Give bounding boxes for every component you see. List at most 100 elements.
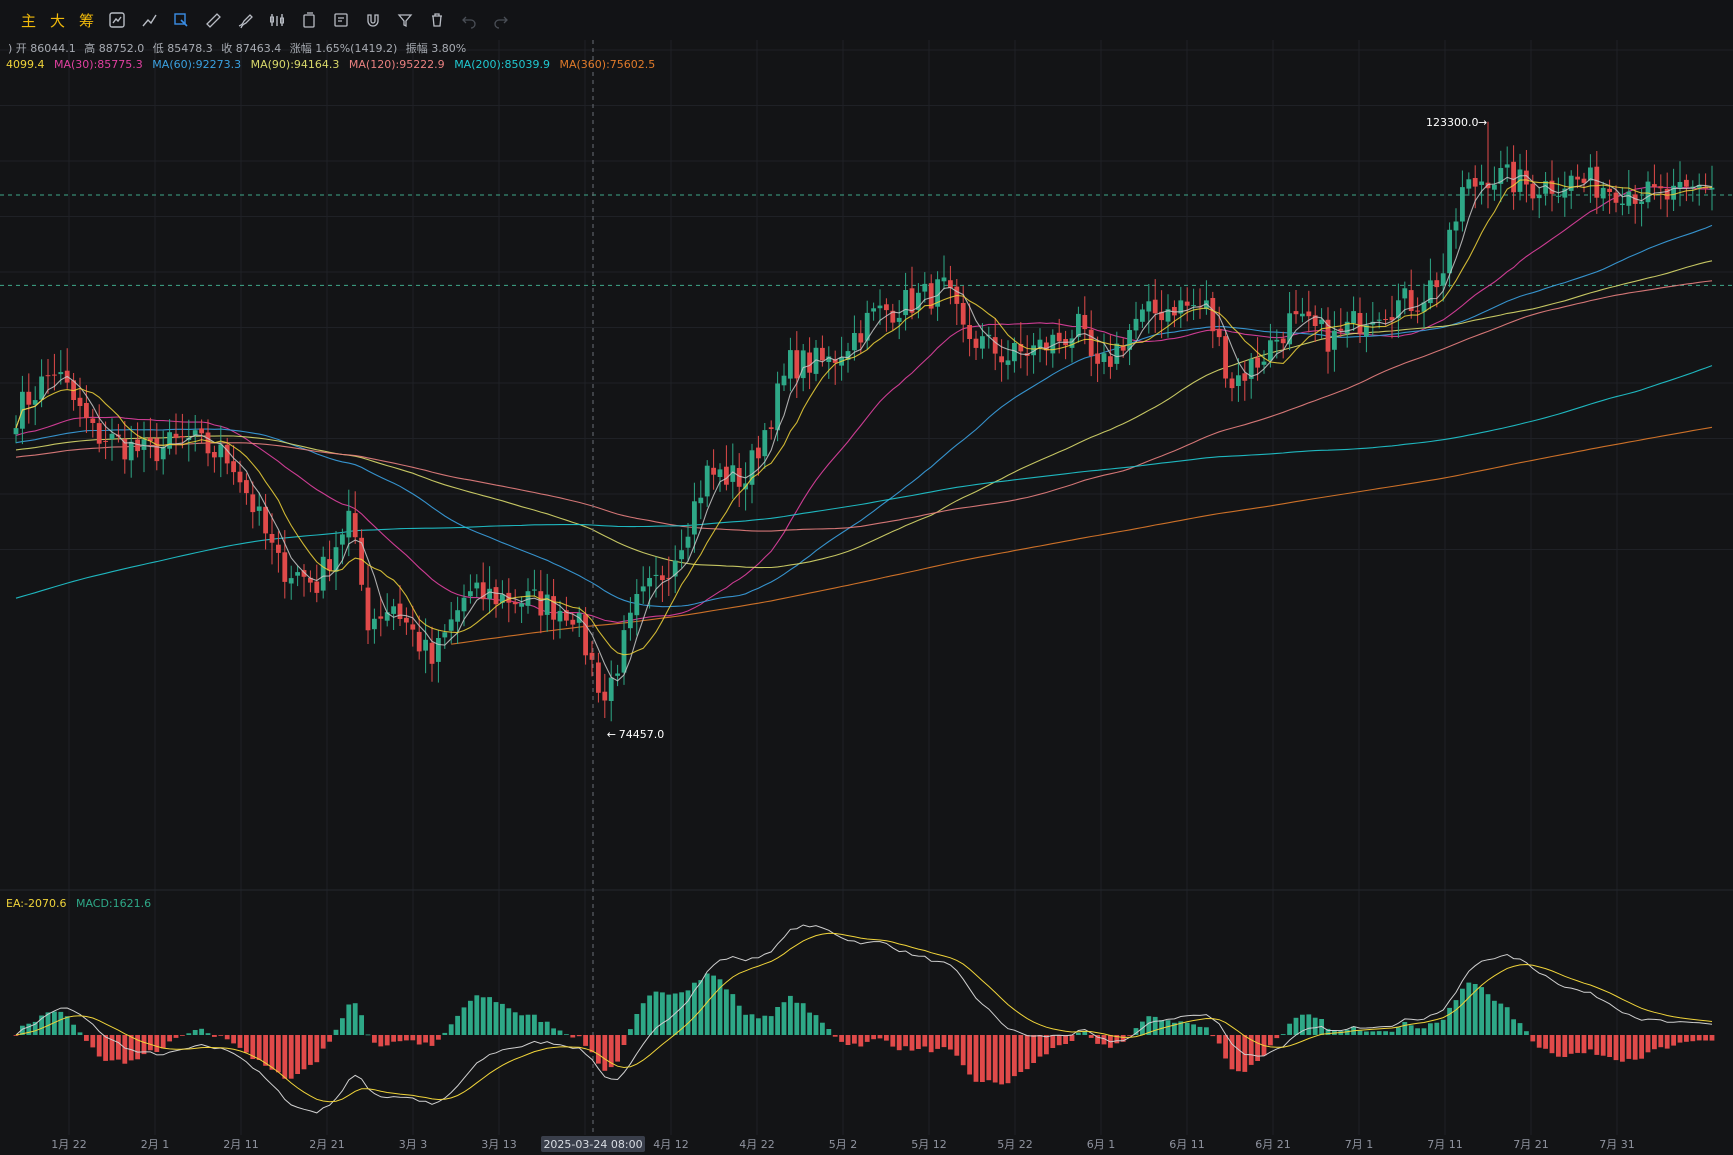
macd-bar (1511, 1019, 1516, 1035)
note-icon[interactable] (332, 11, 350, 29)
macd-bar (743, 1014, 748, 1035)
macd-bar (455, 1015, 460, 1035)
candle-body (1613, 192, 1619, 203)
macd-bar (1447, 1007, 1452, 1035)
macd-bar (724, 989, 729, 1035)
macd-bar (922, 1035, 928, 1047)
candle-body (1184, 301, 1190, 306)
candle-body (788, 350, 793, 379)
candle-body (634, 594, 640, 616)
macd-bar (32, 1021, 38, 1035)
candle-body (148, 437, 153, 442)
macd-bar (1396, 1027, 1401, 1035)
candle-body (1428, 280, 1433, 304)
candle-body (512, 602, 518, 605)
macd-bar (1434, 1022, 1440, 1035)
candle-body (1485, 182, 1491, 189)
candle-body (1588, 167, 1593, 181)
chip-distribution-tab[interactable]: 筹 (79, 11, 95, 30)
ma-line-5 (15, 175, 1713, 682)
macd-bar (557, 1030, 563, 1035)
candle-body (327, 559, 332, 571)
redo-icon[interactable] (492, 11, 510, 29)
macd-bar (218, 1035, 224, 1036)
candle-body (1338, 328, 1344, 331)
candle-body (704, 465, 710, 497)
macd-bar (45, 1012, 51, 1035)
brush-icon[interactable] (236, 11, 254, 29)
copy-icon[interactable] (300, 11, 318, 29)
candle-body (1152, 299, 1158, 314)
crosshair-date-label: 2025-03-24 08:00 (543, 1138, 642, 1151)
macd-bar (1242, 1035, 1248, 1072)
candle-body (180, 436, 185, 438)
candle-body (58, 372, 64, 375)
macd-bar (1159, 1020, 1164, 1035)
trash-icon[interactable] (428, 11, 446, 29)
candle-body (1280, 338, 1286, 344)
macd-bar (1268, 1035, 1273, 1046)
candle-body (199, 428, 204, 434)
candle-body (288, 578, 294, 584)
macd-bar (1178, 1021, 1184, 1035)
candle-body (1172, 307, 1177, 316)
candle-body (660, 575, 665, 581)
macd-bar (704, 973, 710, 1035)
crosshair-icon[interactable] (172, 11, 190, 29)
macd-bar (884, 1035, 889, 1041)
candle-body (1268, 340, 1273, 361)
macd-bar (570, 1035, 576, 1038)
macd-bar (276, 1035, 281, 1073)
macd-bar (173, 1035, 179, 1038)
candle-body (1159, 311, 1164, 321)
open-value: ) 开 86044.1 (8, 42, 76, 55)
candle-body (1421, 302, 1427, 312)
candle-body (1082, 315, 1088, 330)
indicator-icon[interactable] (108, 11, 126, 29)
macd-bar (71, 1024, 76, 1035)
candle-body (1376, 319, 1382, 321)
ma-line-200 (15, 365, 1713, 599)
undo-icon[interactable] (460, 11, 478, 29)
ohlc-readout: ) 开 86044.1 高 88752.0 低 85478.3 收 87463.… (8, 40, 471, 56)
candle-body (615, 673, 620, 676)
ruler-icon[interactable] (204, 11, 222, 29)
candle-body (884, 304, 889, 311)
macd-bar (224, 1035, 230, 1040)
macd-bar (839, 1035, 844, 1042)
large-order-tab[interactable]: 大 (50, 11, 66, 30)
candle-body (1504, 164, 1510, 168)
macd-bar (160, 1035, 166, 1049)
macd-bar (1370, 1031, 1376, 1035)
draw-icon[interactable] (140, 11, 158, 29)
macd-bar (352, 1003, 358, 1035)
macd-bar (602, 1035, 608, 1071)
main-indicator-tab[interactable]: 主 (21, 11, 37, 30)
candle-body (666, 577, 672, 579)
macd-bar (1127, 1035, 1132, 1036)
candle-body (1325, 319, 1331, 352)
magnet-icon[interactable] (364, 11, 382, 29)
macd-bar (1024, 1035, 1030, 1070)
ma-legend: 4099.4 MA(30):85775.3 MA(60):92273.3 MA(… (6, 58, 661, 71)
macd-bar (128, 1035, 134, 1061)
macd-bar (1248, 1035, 1254, 1065)
candle-body (1594, 166, 1600, 198)
macd-bar (762, 1015, 768, 1035)
candle-body (346, 510, 352, 538)
candle-body (570, 619, 576, 625)
macd-bar (660, 992, 665, 1035)
filter-icon[interactable] (396, 11, 414, 29)
macd-bar (288, 1035, 294, 1079)
compare-icon[interactable] (268, 11, 286, 29)
candle-body (391, 606, 396, 614)
macd-bar (1018, 1035, 1024, 1072)
macd-bar (244, 1035, 249, 1053)
candle-body (775, 383, 780, 431)
change-value: 涨幅 1.65%(1419.2) (289, 42, 398, 55)
macd-bar (1120, 1035, 1126, 1042)
candle-body (224, 444, 230, 464)
candle-body (916, 292, 921, 310)
